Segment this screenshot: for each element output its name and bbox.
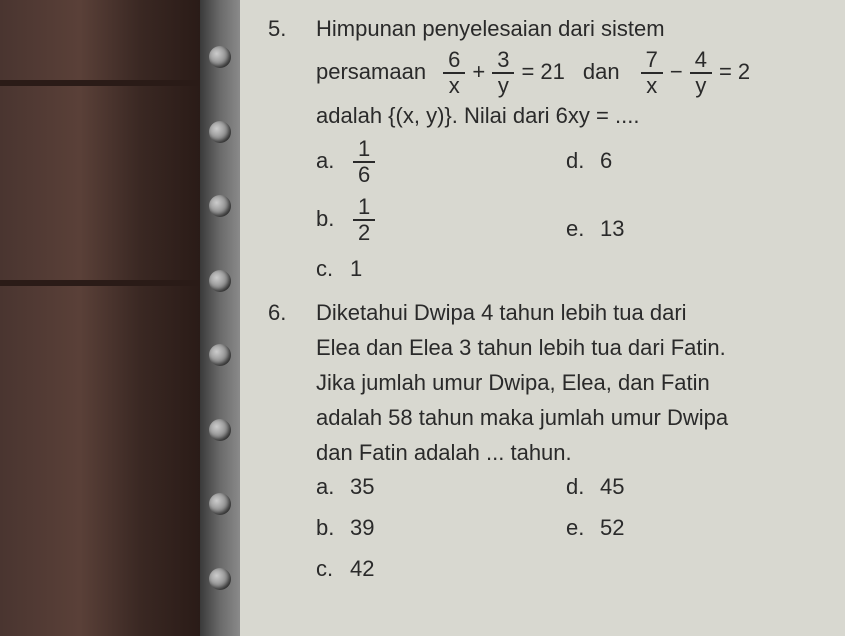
question-number: 5. — [268, 14, 316, 45]
q5-options: a. 16 b. 12 c. 1 d. 6 — [316, 138, 833, 295]
option-d: d. 6 — [566, 146, 833, 177]
photo-background-left — [0, 0, 200, 636]
q6-options: a.35 b.39 c.42 d.45 e.52 — [316, 472, 833, 594]
frac-3y: 3y — [492, 49, 514, 97]
frac-7x: 7x — [641, 49, 663, 97]
q5-intro: Himpunan penyelesaian dari sistem — [316, 14, 833, 45]
question-6: 6. Diketahui Dwipa 4 tahun lebih tua dar… — [268, 298, 833, 594]
q6-l2: Elea dan Elea 3 tahun lebih tua dari Fat… — [316, 333, 833, 364]
q6-l4: adalah 58 tahun maka jumlah umur Dwipa — [316, 403, 833, 434]
question-number: 6. — [268, 298, 316, 329]
q5-equations: persamaan 6x + 3y = 21 dan 7x − 4y — [316, 49, 833, 97]
option-a: a. 16 — [316, 138, 566, 186]
option-a: a.35 — [316, 472, 566, 503]
q5-line3: adalah {(x, y)}. Nilai dari 6xy = .... — [316, 101, 833, 132]
option-d: d.45 — [566, 472, 833, 503]
option-e: e.52 — [566, 513, 833, 544]
q6-l5: dan Fatin adalah ... tahun. — [316, 438, 833, 469]
option-c: c.42 — [316, 554, 566, 585]
option-b: b. 12 — [316, 196, 566, 244]
spiral-binding — [200, 0, 240, 636]
question-5: 5. Himpunan penyelesaian dari sistem per… — [268, 14, 833, 294]
frac-4y: 4y — [690, 49, 712, 97]
q6-l3: Jika jumlah umur Dwipa, Elea, dan Fatin — [316, 368, 833, 399]
option-c: c. 1 — [316, 254, 566, 285]
q6-l1: Diketahui Dwipa 4 tahun lebih tua dari — [316, 298, 833, 329]
label-persamaan: persamaan — [316, 57, 426, 88]
frac-6x: 6x — [443, 49, 465, 97]
option-e: e. 13 — [566, 214, 833, 245]
page-content: 5. Himpunan penyelesaian dari sistem per… — [240, 0, 845, 636]
option-b: b.39 — [316, 513, 566, 544]
